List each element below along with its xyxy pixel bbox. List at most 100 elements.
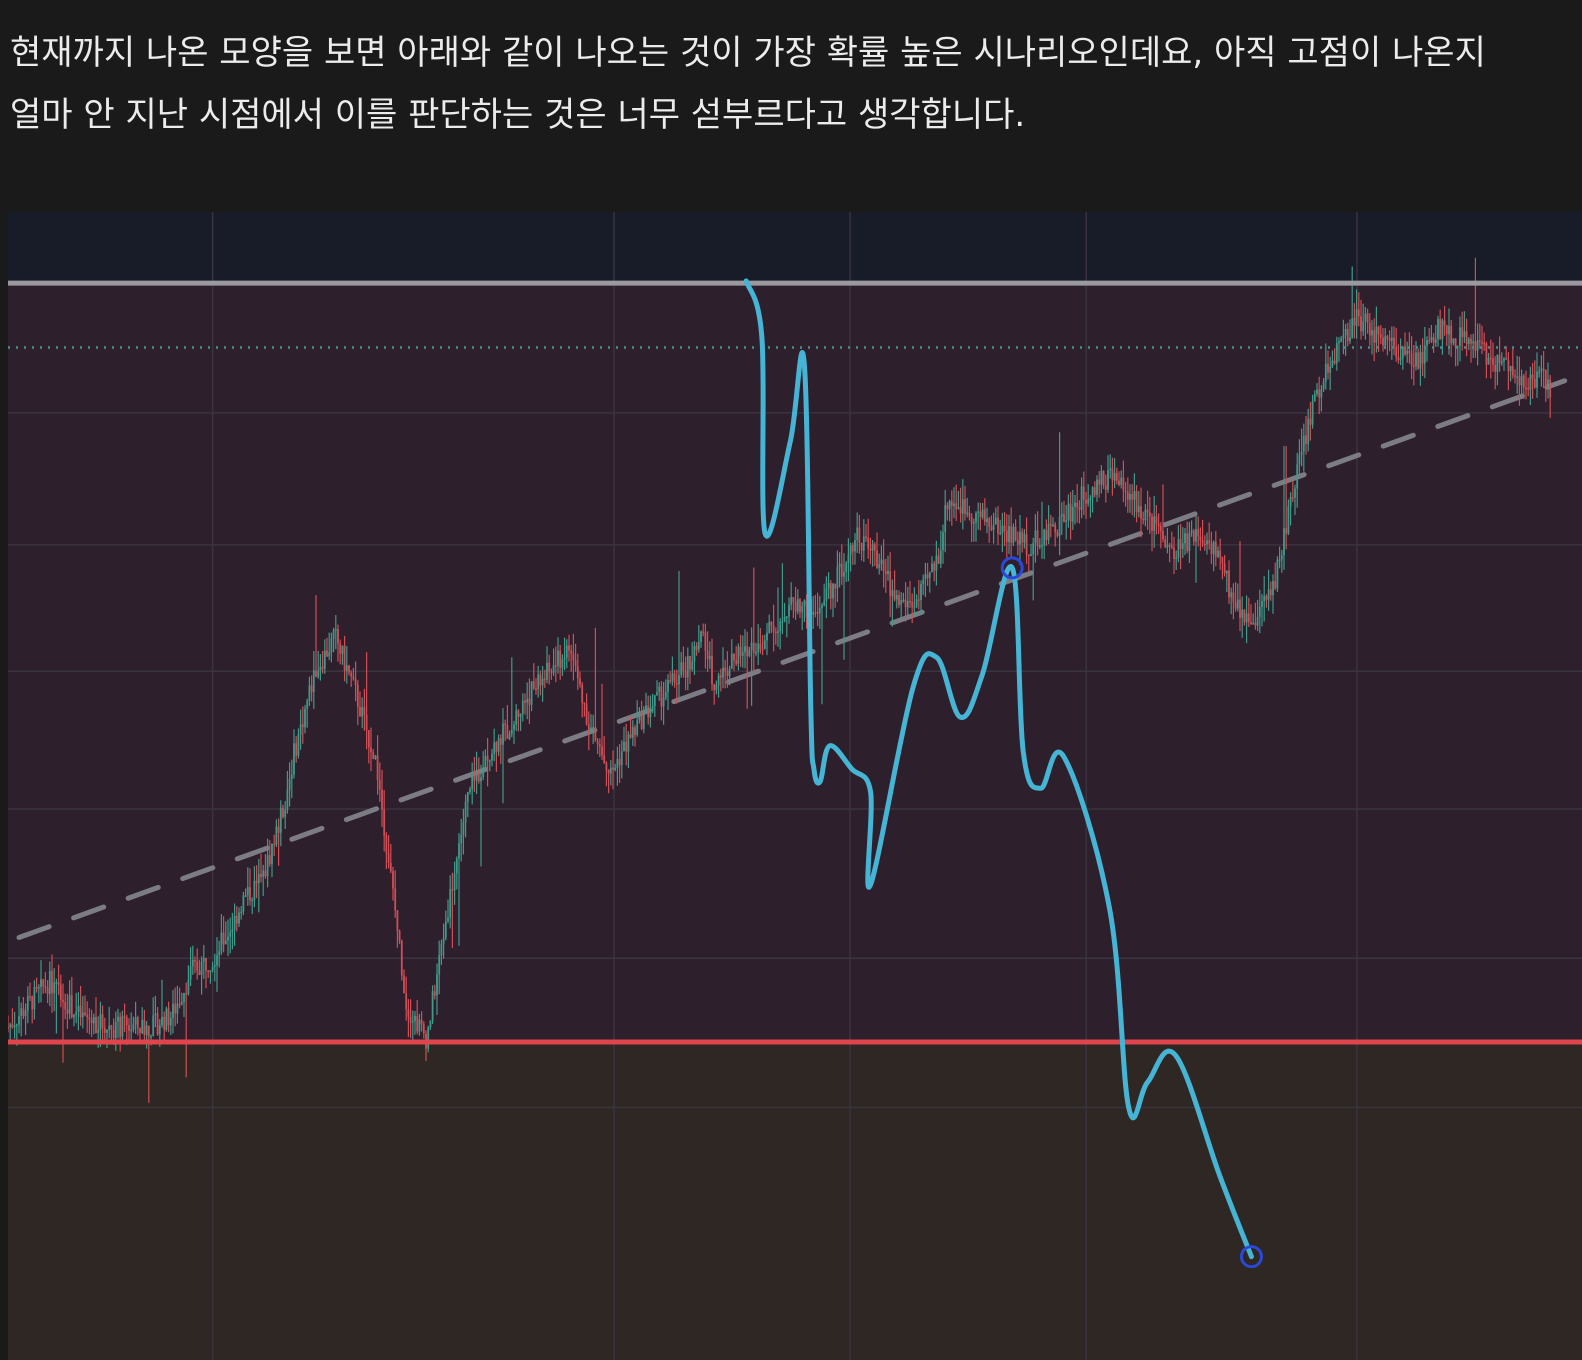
candle-body-360: [799, 599, 801, 613]
candle-body-623: [1377, 327, 1380, 335]
candle-body-460: [1019, 531, 1021, 545]
candle-body-559: [1236, 599, 1239, 609]
candle-body-283: [629, 734, 632, 738]
candle-body-174: [389, 862, 392, 872]
candle-body-450: [997, 517, 999, 534]
horizontal-levels: [8, 280, 1582, 1045]
candle-body-532: [1177, 539, 1180, 558]
candle-body-652: [1441, 320, 1444, 339]
candle-body-33: [79, 1005, 82, 1018]
candle-body-229: [510, 729, 513, 735]
price-chart: [8, 212, 1582, 1360]
candle-body-621: [1373, 330, 1376, 343]
candle-body-131: [295, 743, 298, 756]
candle-body-245: [546, 662, 548, 680]
candle-body-206: [460, 835, 463, 844]
candle-body-57: [132, 1024, 135, 1030]
candle-body-132: [297, 734, 300, 756]
candle-body-459: [1016, 540, 1019, 545]
candle-body-157: [352, 676, 355, 679]
candle-body-694: [1533, 378, 1536, 388]
candle-body-441: [977, 511, 980, 514]
candle-body-341: [757, 643, 760, 653]
candle-body-453: [1003, 525, 1006, 531]
candle-body-211: [471, 776, 474, 789]
candle-body-347: [770, 621, 773, 625]
candle-body-124: [279, 807, 282, 833]
candle-body-0: [8, 1027, 9, 1029]
candle-body-582: [1287, 506, 1290, 534]
candle-body-651: [1439, 318, 1442, 339]
candle-body-148: [332, 630, 335, 639]
candle-body-37: [88, 1017, 91, 1020]
candle-body-544: [1203, 543, 1206, 546]
candle-body-67: [154, 1013, 157, 1016]
candle-body-613: [1355, 309, 1358, 326]
candle-body-473: [1047, 523, 1050, 541]
candle-body-631: [1395, 346, 1398, 358]
candle-body-99: [224, 940, 227, 945]
candle-body-278: [618, 759, 621, 765]
candle-body-249: [554, 665, 557, 667]
candle-body-345: [766, 632, 768, 641]
candle-body-361: [801, 605, 804, 613]
candle-body-447: [990, 526, 993, 530]
candle-body-477: [1056, 532, 1059, 536]
candle-body-34: [81, 1012, 84, 1018]
candle-body-56: [130, 1029, 133, 1032]
candle-body-89: [202, 958, 205, 962]
candle-body-136: [306, 700, 309, 709]
candle-body-46: [108, 1025, 111, 1030]
candle-body-380: [843, 572, 845, 577]
candle-body-493: [1091, 487, 1094, 498]
candle-body-236: [526, 698, 529, 703]
candle-body-511: [1131, 494, 1134, 500]
candle-body-564: [1247, 613, 1250, 623]
candle-body-316: [702, 631, 705, 634]
candle-body-491: [1087, 499, 1090, 504]
candle-body-36: [86, 1014, 89, 1018]
candle-body-599: [1324, 363, 1327, 382]
candle-body-475: [1052, 524, 1054, 527]
candle-body-388: [860, 542, 863, 551]
candle-body-543: [1201, 540, 1204, 544]
candle-body-375: [832, 583, 834, 599]
candle-body-519: [1148, 512, 1151, 517]
candle-body-411: [911, 601, 914, 607]
candle-body-606: [1340, 338, 1343, 342]
candle-body-246: [548, 662, 551, 672]
candle-body-58: [134, 1017, 137, 1025]
candle-body-170: [381, 789, 383, 810]
candle-body-609: [1346, 328, 1349, 342]
candle-body-41: [97, 1029, 100, 1033]
candle-body-331: [735, 660, 738, 664]
candle-body-688: [1520, 375, 1523, 386]
candle-body-275: [612, 767, 614, 770]
candle-body-187: [418, 1019, 421, 1032]
candle-body-597: [1320, 389, 1323, 398]
candle-body-419: [928, 572, 931, 578]
candle-body-323: [717, 675, 720, 685]
candle-body-521: [1153, 516, 1156, 531]
candle-body-212: [473, 776, 476, 781]
candle-body-101: [229, 932, 232, 937]
candle-body-354: [785, 616, 788, 618]
candle-body-601: [1329, 366, 1332, 373]
candle-body-616: [1362, 321, 1365, 332]
candle-body-658: [1454, 338, 1457, 348]
candle-body-314: [697, 642, 700, 650]
candle-body-159: [356, 684, 359, 707]
candle-body-339: [752, 642, 755, 653]
candle-body-492: [1089, 497, 1092, 500]
candle-body-381: [845, 563, 848, 573]
candle-body-686: [1516, 376, 1519, 378]
candle-body-401: [889, 571, 892, 597]
candle-body-138: [310, 685, 313, 692]
candle-body-296: [658, 686, 661, 693]
candle-body-585: [1294, 488, 1296, 498]
candle-body-335: [744, 646, 746, 653]
candle-body-338: [750, 642, 753, 651]
candle-body-584: [1291, 497, 1294, 499]
candle-body-253: [563, 658, 566, 660]
candle-body-701: [1549, 379, 1552, 398]
